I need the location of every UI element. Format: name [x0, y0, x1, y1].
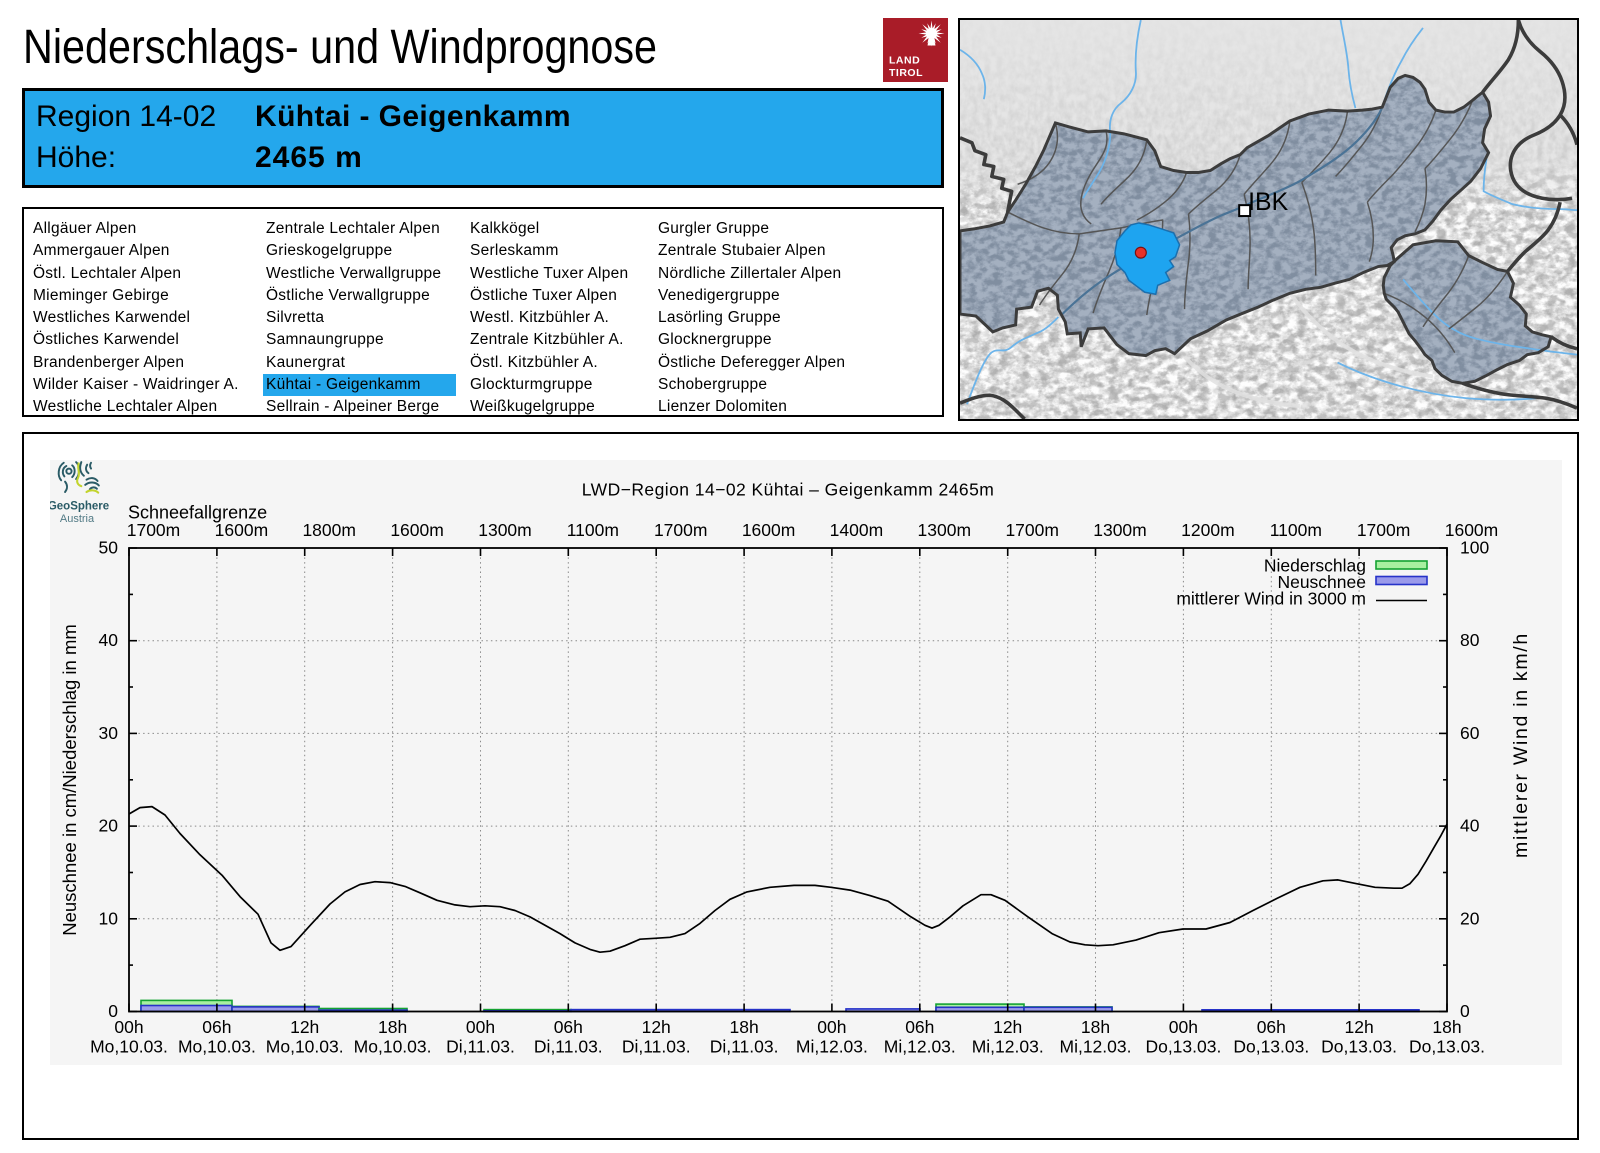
svg-text:0: 0 [1460, 1001, 1470, 1021]
svg-text:1300m: 1300m [917, 520, 971, 540]
svg-text:00h: 00h [465, 1017, 494, 1037]
svg-text:06h: 06h [202, 1017, 231, 1037]
svg-text:LAND: LAND [889, 55, 920, 67]
svg-text:TIROL: TIROL [889, 67, 923, 79]
svg-text:18h: 18h [729, 1017, 758, 1037]
svg-text:Di,11.03.: Di,11.03. [533, 1036, 602, 1056]
svg-text:Mo,10.03.: Mo,10.03. [90, 1036, 168, 1056]
svg-text:1600m: 1600m [741, 520, 795, 540]
svg-text:Neuschnee in cm/Niederschlag i: Neuschnee in cm/Niederschlag in mm [59, 624, 80, 936]
svg-text:IBK: IBK [1248, 189, 1288, 216]
svg-text:1700m: 1700m [1356, 520, 1410, 540]
svg-text:1100m: 1100m [566, 520, 618, 540]
svg-text:1700m: 1700m [126, 520, 180, 540]
svg-text:1400m: 1400m [829, 520, 883, 540]
svg-text:00h: 00h [817, 1017, 846, 1037]
svg-text:40: 40 [98, 630, 118, 650]
svg-text:Do,13.03.: Do,13.03. [1145, 1036, 1221, 1056]
svg-text:00h: 00h [1168, 1017, 1197, 1037]
svg-text:Di,11.03.: Di,11.03. [621, 1036, 690, 1056]
svg-text:1600m: 1600m [390, 520, 444, 540]
svg-text:06h: 06h [905, 1017, 934, 1037]
svg-text:Mo,10.03.: Mo,10.03. [265, 1036, 343, 1056]
svg-text:60: 60 [1460, 722, 1480, 742]
svg-text:06h: 06h [553, 1017, 582, 1037]
svg-text:LWD−Region 14−02 Kühtai – Geig: LWD−Region 14−02 Kühtai – Geigenkamm 246… [581, 479, 994, 499]
svg-text:1800m: 1800m [302, 520, 356, 540]
svg-text:Niederschlag: Niederschlag [1263, 555, 1365, 575]
svg-text:Austria: Austria [59, 513, 94, 525]
svg-text:50: 50 [98, 537, 118, 557]
svg-text:40: 40 [1460, 815, 1480, 835]
svg-text:Mi,12.03.: Mi,12.03. [883, 1036, 955, 1056]
svg-text:12h: 12h [290, 1017, 319, 1037]
svg-text:Mo,10.03.: Mo,10.03. [177, 1036, 255, 1056]
svg-text:mittlerer Wind in 3000 m: mittlerer Wind in 3000 m [1176, 588, 1366, 608]
svg-text:1600m: 1600m [214, 520, 268, 540]
svg-text:Do,13.03.: Do,13.03. [1409, 1036, 1485, 1056]
svg-text:1700m: 1700m [653, 520, 707, 540]
svg-text:1300m: 1300m [1093, 520, 1147, 540]
svg-text:100: 100 [1460, 537, 1489, 557]
svg-text:1200m: 1200m [1181, 520, 1235, 540]
svg-text:Mi,12.03.: Mi,12.03. [795, 1036, 867, 1056]
svg-text:1700m: 1700m [1005, 520, 1059, 540]
svg-text:10: 10 [98, 908, 118, 928]
svg-text:12h: 12h [993, 1017, 1022, 1037]
svg-text:Neuschnee: Neuschnee [1277, 572, 1366, 592]
svg-text:Mo,10.03.: Mo,10.03. [353, 1036, 431, 1056]
svg-text:12h: 12h [641, 1017, 670, 1037]
svg-text:30: 30 [98, 722, 118, 742]
svg-text:12h: 12h [1344, 1017, 1373, 1037]
svg-text:18h: 18h [1080, 1017, 1109, 1037]
svg-text:Schneefallgrenze: Schneefallgrenze [128, 502, 267, 522]
svg-text:18h: 18h [377, 1017, 406, 1037]
svg-text:1100m: 1100m [1269, 520, 1321, 540]
svg-text:06h: 06h [1256, 1017, 1285, 1037]
svg-text:20: 20 [98, 815, 118, 835]
svg-text:Do,13.03.: Do,13.03. [1233, 1036, 1309, 1056]
svg-text:Di,11.03.: Di,11.03. [446, 1036, 515, 1056]
svg-text:18h: 18h [1432, 1017, 1461, 1037]
svg-text:80: 80 [1460, 630, 1480, 650]
svg-text:1600m: 1600m [1444, 520, 1498, 540]
svg-text:20: 20 [1460, 908, 1480, 928]
svg-text:mittlerer Wind in km/h: mittlerer Wind in km/h [1510, 632, 1532, 858]
svg-text:1300m: 1300m [478, 520, 532, 540]
svg-text:Do,13.03.: Do,13.03. [1321, 1036, 1397, 1056]
svg-text:00h: 00h [114, 1017, 143, 1037]
svg-text:Mi,12.03.: Mi,12.03. [971, 1036, 1043, 1056]
svg-text:GeoSphere: GeoSphere [50, 500, 109, 512]
svg-text:Mi,12.03.: Mi,12.03. [1059, 1036, 1131, 1056]
svg-text:0: 0 [108, 1001, 118, 1021]
svg-text:Di,11.03.: Di,11.03. [709, 1036, 778, 1056]
